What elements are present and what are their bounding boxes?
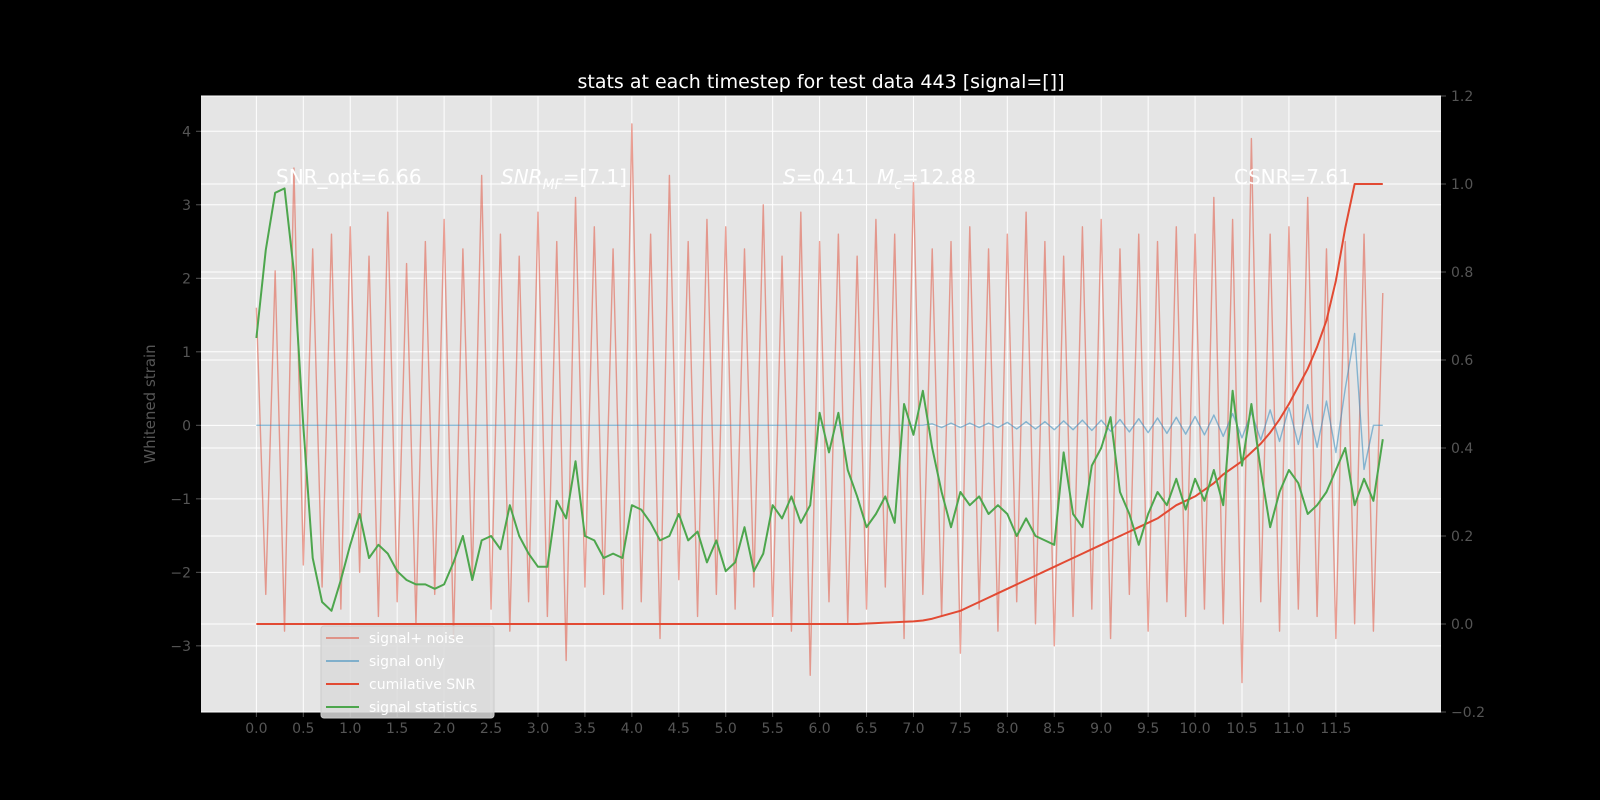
x-tick-label: 7.5: [949, 721, 971, 737]
x-tick-label: 10.5: [1226, 721, 1257, 737]
y2-tick-label: 0.6: [1451, 353, 1473, 369]
series-line: [256, 183, 1383, 625]
y-tick-label: 3: [182, 198, 191, 214]
annotation-part: SNR: [501, 165, 543, 189]
y2-tick-label: 1.2: [1451, 89, 1473, 105]
y-tick-label: 1: [182, 345, 191, 361]
series-line: [255, 123, 1384, 684]
x-tick-label: 5.5: [762, 721, 784, 737]
x-tick-label: 11.5: [1320, 721, 1351, 737]
x-tick-label: 5.0: [715, 721, 737, 737]
x-tick-label: 1.0: [339, 721, 361, 737]
y-axis-label: Whitened strain: [141, 344, 159, 463]
x-tick-label: 0.5: [292, 721, 314, 737]
legend-label: signal+ noise: [369, 631, 464, 647]
x-tick-label: 6.5: [855, 721, 877, 737]
x-tick-label: 3.0: [527, 721, 549, 737]
y2-tick-label: 1.0: [1451, 177, 1473, 193]
annotation-part: SNR_opt=6.66: [276, 165, 422, 189]
y-tick-label: 2: [182, 271, 191, 287]
x-tick-label: 9.0: [1090, 721, 1112, 737]
x-tick-label: 3.5: [574, 721, 596, 737]
annotation: SNRMF=[7.1]: [501, 165, 627, 193]
x-tick-label: 4.0: [621, 721, 643, 737]
x-tick-label: 11.0: [1273, 721, 1304, 737]
legend-label: signal statistics: [369, 700, 477, 716]
x-tick-label: 4.5: [668, 721, 690, 737]
series-line: [256, 332, 1383, 471]
annotation-part: M: [877, 165, 894, 189]
y2-tick-label: 0.8: [1451, 265, 1473, 281]
y2-tick-label: 0.4: [1451, 441, 1473, 457]
y2-tick-label: 0.0: [1451, 617, 1473, 633]
x-tick-label: 2.0: [433, 721, 455, 737]
y2-tick-label: −0.2: [1451, 705, 1485, 721]
annotation-part: CSNR=7.61: [1234, 165, 1351, 189]
annotation: S=0.41: [783, 165, 857, 189]
x-tick-label: 1.5: [386, 721, 408, 737]
annotation-part: =[7.1]: [563, 165, 627, 189]
y-tick-label: −3: [170, 639, 191, 655]
chart-title: stats at each timestep for test data 443…: [577, 71, 1064, 93]
x-tick-label: 7.0: [902, 721, 924, 737]
annotation-part: =0.41: [796, 165, 857, 189]
annotation-part: S: [783, 165, 796, 189]
x-tick-label: 6.0: [808, 721, 830, 737]
y-tick-label: 0: [182, 418, 191, 434]
y2-tick-label: 0.2: [1451, 529, 1473, 545]
series-line: [255, 187, 1384, 612]
x-tick-label: 2.5: [480, 721, 502, 737]
x-tick-label: 8.0: [996, 721, 1018, 737]
y-tick-label: −2: [170, 565, 191, 581]
annotation-part: =12.88: [902, 165, 976, 189]
y-tick-label: −1: [170, 492, 191, 508]
legend-label: signal only: [369, 654, 444, 670]
legend-box: [320, 625, 495, 719]
annotation-part: c: [894, 177, 902, 193]
annotation: Mc=12.88: [877, 165, 976, 193]
x-tick-label: 10.0: [1179, 721, 1210, 737]
annotation: CSNR=7.61: [1234, 165, 1351, 189]
legend-label: cumilative SNR: [369, 677, 476, 693]
annotation: SNR_opt=6.66: [276, 165, 422, 189]
x-tick-label: 9.5: [1137, 721, 1159, 737]
annotation-part: MF: [543, 177, 564, 193]
x-tick-label: 8.5: [1043, 721, 1065, 737]
x-tick-label: 0.0: [245, 721, 267, 737]
y-tick-label: 4: [182, 124, 191, 140]
